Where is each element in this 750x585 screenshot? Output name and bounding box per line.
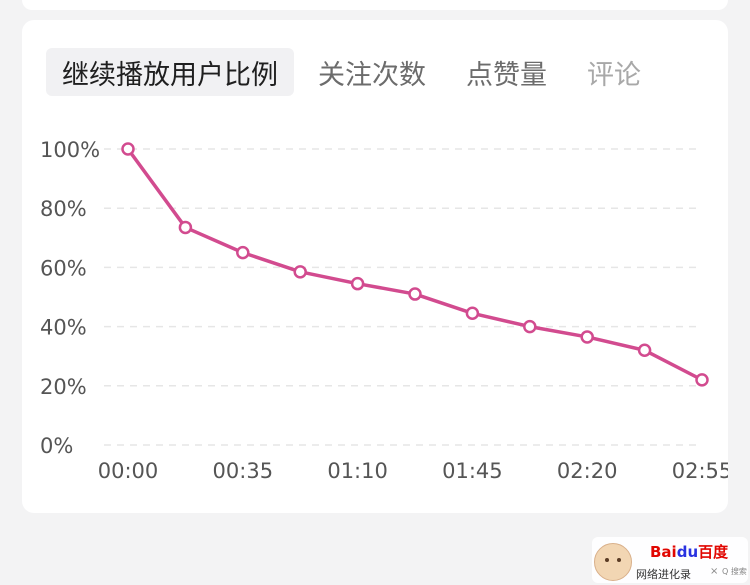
- chart-card: 继续播放用户比例 关注次数 点赞量 评论 100% 80% 60% 40% 20% 0% 0…: [22, 20, 728, 513]
- data-point: [695, 373, 709, 387]
- y-tick-label: 20%: [40, 375, 87, 399]
- x-tick-label: 01:45: [442, 459, 503, 483]
- x-tick-label: 00:00: [98, 459, 159, 483]
- close-icon[interactable]: ×: [710, 566, 719, 577]
- data-point: [580, 330, 594, 344]
- data-point: [178, 220, 193, 235]
- search-icon[interactable]: Q 搜索: [722, 567, 747, 576]
- y-tick-label: 80%: [40, 197, 87, 221]
- series-line: [126, 147, 703, 382]
- top-card: [22, 0, 728, 10]
- data-point: [523, 319, 537, 334]
- y-tick-label: 100%: [40, 138, 100, 162]
- tab-continue-play-ratio[interactable]: 继续播放用户比例: [46, 48, 294, 96]
- x-tick-label: 01:10: [327, 459, 388, 483]
- y-tick-label: 40%: [40, 316, 87, 340]
- baidu-logo-text: Bai: [650, 543, 677, 561]
- metric-tabs: 继续播放用户比例 关注次数 点赞量 评论: [46, 48, 710, 96]
- baidu-watermark: Baidu百度 网络进化录 × Q 搜索: [592, 537, 748, 583]
- tabs-fade-overlay: [670, 48, 710, 96]
- data-point: [465, 306, 480, 321]
- baidu-logo-cn: 百度: [698, 543, 729, 561]
- y-tick-label: 0%: [40, 434, 73, 458]
- tab-like-count[interactable]: 点赞量: [466, 59, 547, 91]
- line-chart: 100% 80% 60% 40% 20% 0% 00:00 00:35 01:10 01:45 02…: [40, 138, 728, 483]
- data-point: [293, 265, 307, 279]
- tab-comments[interactable]: 评论: [587, 59, 641, 91]
- x-tick-label: 00:35: [213, 459, 274, 483]
- x-tick-label: 02:55: [672, 459, 728, 483]
- data-point: [350, 276, 365, 291]
- data-point: [236, 245, 250, 260]
- data-point: [637, 343, 652, 358]
- y-tick-label: 60%: [40, 256, 87, 280]
- x-tick-label: 02:20: [557, 459, 618, 483]
- data-point: [408, 287, 422, 301]
- tab-follow-count[interactable]: 关注次数: [318, 59, 426, 91]
- data-point: [121, 142, 135, 156]
- baidu-logo: Baidu百度: [650, 541, 728, 562]
- baidu-logo-du: du: [676, 543, 699, 561]
- watermark-caption: 网络进化录: [636, 568, 691, 581]
- avatar-icon: [594, 543, 632, 581]
